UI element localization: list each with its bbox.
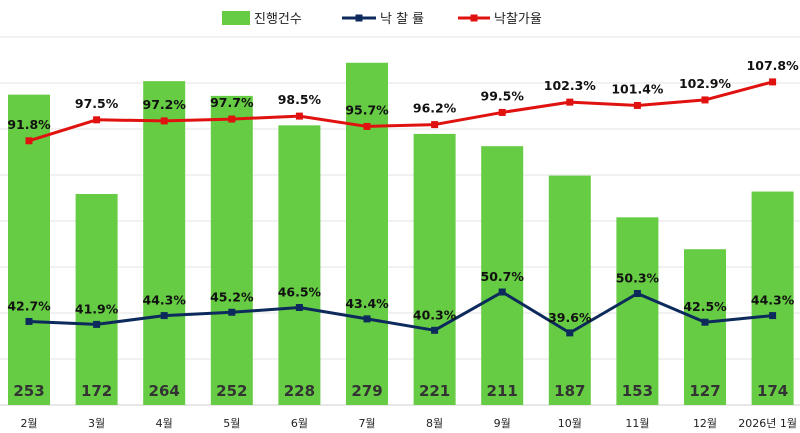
- x-tick-label: 2월: [20, 417, 37, 430]
- win-rate-label: 40.3%: [413, 307, 457, 322]
- x-tick-label: 7월: [358, 417, 375, 430]
- line-series: [25, 78, 777, 337]
- gridlines: [0, 36, 800, 406]
- bar: [684, 249, 726, 405]
- win-rate-line: [28, 290, 773, 335]
- win-rate-label: 45.2%: [210, 289, 254, 304]
- x-tick-label: 6월: [291, 417, 308, 430]
- win-rate-label: 44.3%: [751, 293, 795, 308]
- bar-value-label: 228: [284, 382, 315, 400]
- price-ratio-label: 97.2%: [143, 97, 187, 112]
- bar-value-label: 221: [419, 382, 450, 400]
- price-ratio-point: [498, 108, 506, 116]
- data-labels: 253 172 264 252 228 279 221 211 187 153 127 174 91.8…: [7, 58, 799, 400]
- win-rate-point: [633, 289, 641, 297]
- price-ratio-point: [431, 121, 439, 129]
- x-tick-label: 10월: [558, 417, 582, 430]
- win-rate-point: [769, 312, 777, 320]
- bar: [75, 194, 118, 405]
- x-tick-label: 9월: [494, 417, 511, 430]
- bar-value-label: 172: [81, 382, 112, 400]
- bar: [143, 81, 186, 405]
- x-tick-label: 11월: [625, 417, 649, 430]
- x-tick-label: 2026년 1월: [738, 417, 797, 430]
- price-ratio-line: [28, 80, 773, 143]
- win-rate-label: 39.6%: [548, 310, 592, 325]
- price-ratio-point: [160, 117, 168, 125]
- win-rate-label: 44.3%: [143, 293, 187, 308]
- bar: [616, 217, 659, 405]
- win-rate-point: [160, 312, 168, 320]
- win-rate-point: [228, 308, 236, 316]
- bar: [278, 125, 321, 405]
- x-tick-label: 8월: [426, 417, 443, 430]
- bar: [346, 62, 388, 405]
- win-rate-label: 46.5%: [278, 284, 322, 299]
- price-ratio-point: [25, 137, 33, 145]
- x-tick-label: 5월: [223, 417, 240, 430]
- bar-value-label: 174: [757, 382, 788, 400]
- bar-value-label: 253: [13, 382, 44, 400]
- price-ratio-label: 98.5%: [278, 92, 322, 107]
- price-ratio-label: 96.2%: [413, 101, 457, 116]
- bar: [481, 146, 524, 405]
- bar-value-label: 264: [149, 382, 180, 400]
- legend-label: 낙 찰 률: [380, 12, 424, 27]
- price-ratio-label: 102.3%: [544, 78, 597, 93]
- win-rate-label: 50.3%: [616, 270, 660, 285]
- bar-value-label: 153: [622, 382, 653, 400]
- price-ratio-point: [228, 115, 236, 123]
- price-ratio-label: 91.8%: [7, 117, 51, 132]
- win-rate-point: [295, 303, 303, 311]
- win-rate-label: 42.7%: [7, 298, 51, 313]
- bar-value-label: 279: [351, 382, 382, 400]
- price-ratio-label: 95.7%: [345, 102, 389, 117]
- price-ratio-point: [633, 101, 641, 109]
- win-rate-point: [566, 329, 574, 337]
- bar-value-label: 211: [487, 382, 518, 400]
- bar-value-label: 252: [216, 382, 247, 400]
- win-rate-point: [25, 317, 33, 325]
- price-ratio-label: 102.9%: [679, 76, 732, 91]
- bar-value-label: 187: [554, 382, 585, 400]
- bar: [210, 95, 253, 405]
- price-ratio-point: [769, 78, 777, 86]
- legend-label: 진행건수: [254, 11, 302, 27]
- legend-label: 낙찰가율: [494, 12, 542, 27]
- bar-value-label: 127: [689, 382, 720, 400]
- win-rate-label: 50.7%: [481, 269, 525, 284]
- price-ratio-label: 97.5%: [75, 96, 119, 111]
- price-ratio-point: [701, 96, 709, 104]
- win-rate-point: [701, 318, 709, 326]
- price-ratio-point: [566, 98, 574, 106]
- price-ratio-label: 101.4%: [611, 81, 664, 96]
- win-rate-label: 41.9%: [75, 301, 119, 316]
- win-rate-label: 43.4%: [345, 296, 389, 311]
- bar: [8, 94, 50, 406]
- win-rate-point: [498, 288, 506, 296]
- price-ratio-point: [363, 122, 371, 130]
- bar-series: [8, 62, 794, 406]
- x-tick-label: 12월: [693, 417, 717, 430]
- bar: [751, 191, 794, 405]
- win-rate-label: 42.5%: [683, 299, 727, 314]
- legend: 진행건수 낙 찰 률 낙찰가율: [222, 11, 542, 27]
- x-tick-label: 3월: [88, 417, 105, 430]
- bar: [413, 133, 456, 405]
- legend-swatch-marker: [355, 14, 363, 22]
- win-rate-point: [363, 315, 371, 323]
- x-axis-ticks: 2월 3월 4월 5월 6월 7월 8월 9월 10월 11월 12월 2026년 1월: [20, 417, 797, 430]
- bar: [548, 175, 591, 405]
- x-tick-label: 4월: [156, 417, 173, 430]
- price-ratio-label: 99.5%: [481, 88, 525, 103]
- legend-swatch-bar: [222, 11, 250, 25]
- legend-swatch-marker: [470, 14, 478, 22]
- price-ratio-label: 107.8%: [747, 58, 800, 73]
- price-ratio-label: 97.7%: [210, 95, 254, 110]
- win-rate-point: [431, 326, 439, 334]
- win-rate-point: [93, 320, 101, 328]
- price-ratio-point: [93, 116, 101, 124]
- price-ratio-point: [295, 112, 303, 120]
